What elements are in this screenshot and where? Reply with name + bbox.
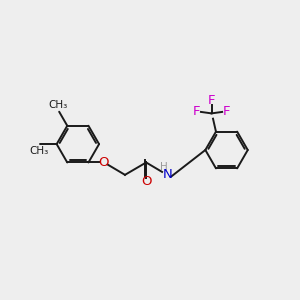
Text: F: F (208, 94, 215, 106)
Text: O: O (141, 175, 152, 188)
Text: CH₃: CH₃ (29, 146, 49, 156)
Text: F: F (193, 105, 200, 119)
Text: F: F (223, 105, 231, 119)
Text: CH₃: CH₃ (48, 100, 67, 110)
Text: O: O (98, 156, 109, 169)
Text: N: N (163, 168, 172, 181)
Text: H: H (160, 162, 168, 172)
